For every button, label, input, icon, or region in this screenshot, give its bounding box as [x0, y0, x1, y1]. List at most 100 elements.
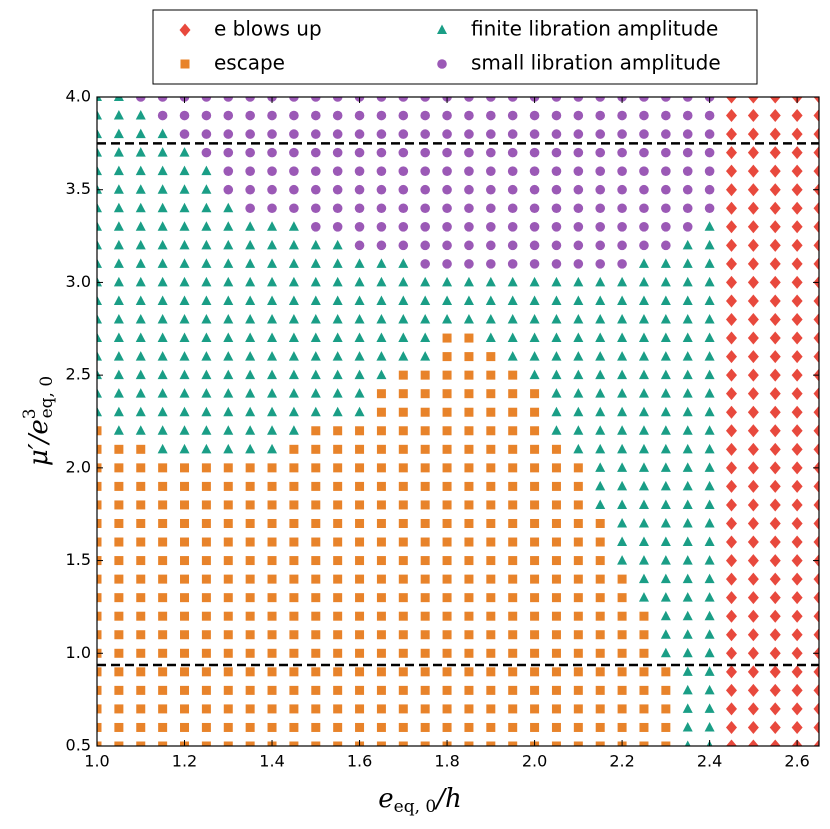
point-square [114, 444, 124, 454]
point-circle [682, 110, 693, 121]
point-circle [529, 240, 540, 251]
point-circle [442, 147, 452, 158]
point-square [158, 556, 168, 566]
point-square [158, 685, 168, 695]
point-triangle [179, 351, 190, 361]
point-circle [507, 240, 518, 251]
point-square [420, 370, 430, 380]
point-diamond [747, 609, 759, 623]
point-square [573, 685, 583, 695]
point-square [289, 685, 299, 695]
point-square [420, 518, 430, 528]
point-triangle [507, 332, 518, 343]
point-triangle [113, 202, 124, 213]
point-square [486, 685, 496, 695]
point-circle [573, 184, 584, 195]
point-diamond [769, 294, 781, 308]
point-triangle [398, 295, 409, 305]
point-square [398, 704, 408, 714]
point-square [464, 333, 474, 343]
point-circle [529, 203, 540, 214]
point-square [508, 593, 518, 603]
point-triangle [310, 351, 321, 361]
point-triangle [223, 239, 234, 250]
point-square [508, 630, 518, 640]
point-circle [464, 240, 474, 251]
point-square [267, 630, 277, 640]
point-diamond [791, 350, 803, 364]
point-square [595, 593, 605, 603]
point-triangle [573, 332, 584, 343]
point-square [333, 722, 343, 732]
point-circle [310, 184, 321, 195]
point-circle [332, 110, 343, 121]
point-diamond [813, 665, 819, 679]
point-square [420, 556, 430, 566]
point-square [333, 611, 343, 621]
point-triangle [682, 295, 693, 305]
point-circle [464, 110, 474, 121]
point-triangle [201, 184, 212, 194]
point-diamond [769, 646, 781, 660]
point-square [442, 685, 452, 695]
point-square [97, 685, 102, 695]
point-square [97, 630, 102, 640]
point-square [114, 574, 124, 584]
point-square [245, 593, 255, 603]
point-diamond [725, 554, 737, 568]
point-diamond [813, 479, 819, 493]
point-square [464, 370, 474, 380]
point-triangle [595, 443, 606, 454]
point-triangle [157, 239, 168, 250]
point-diamond [769, 609, 781, 623]
point-circle [486, 240, 496, 251]
point-circle [617, 147, 627, 158]
point-square [398, 741, 408, 746]
point-square [223, 574, 233, 584]
point-triangle [638, 388, 649, 398]
point-triangle [551, 388, 562, 398]
point-square [355, 630, 365, 640]
point-triangle [267, 369, 278, 380]
point-triangle [682, 666, 693, 676]
point-triangle [595, 314, 606, 324]
point-square [289, 593, 299, 603]
point-triangle [201, 295, 212, 305]
x-label-main: e [378, 784, 393, 814]
point-square [420, 426, 430, 436]
point-square [97, 611, 102, 621]
point-triangle [245, 406, 256, 417]
point-diamond [813, 720, 819, 734]
point-diamond [791, 294, 803, 308]
legend-label: small libration amplitude [471, 51, 721, 75]
point-square [311, 426, 321, 436]
x-tick-label: 1.0 [84, 752, 109, 771]
point-diamond [747, 368, 759, 382]
point-circle [201, 129, 212, 139]
point-square [464, 426, 474, 436]
point-triangle [354, 332, 365, 343]
point-triangle [267, 388, 278, 398]
point-triangle [682, 536, 693, 547]
point-diamond [725, 424, 737, 438]
point-diamond [747, 554, 759, 568]
point-square [508, 667, 518, 677]
point-square [420, 611, 430, 621]
point-diamond [769, 368, 781, 382]
point-triangle [704, 332, 715, 343]
point-square [617, 722, 627, 732]
point-square [333, 685, 343, 695]
point-triangle [288, 276, 299, 287]
point-square [464, 352, 474, 362]
point-square [551, 648, 561, 658]
point-square [464, 704, 474, 714]
point-square [442, 722, 452, 732]
point-square [398, 444, 408, 454]
point-square [333, 556, 343, 566]
point-square [376, 630, 386, 640]
point-square [442, 630, 452, 640]
point-circle [704, 184, 715, 195]
y-tick-label: 1.0 [66, 643, 91, 662]
point-square [398, 389, 408, 399]
point-square [486, 389, 496, 399]
